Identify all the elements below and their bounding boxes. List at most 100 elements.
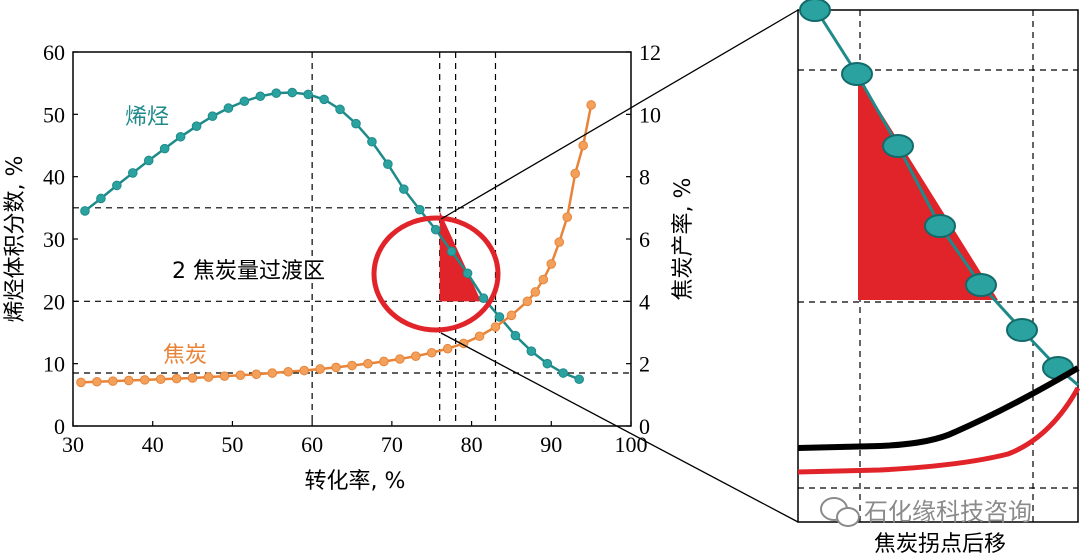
inset-title: 焦炭拐点后移 <box>874 532 1006 557</box>
coke-point <box>474 331 485 342</box>
left-y-tick-label: 30 <box>43 227 65 252</box>
olefin-point <box>112 180 122 191</box>
olefin-point <box>96 193 106 204</box>
olefin-point <box>143 155 154 166</box>
left-y-axis-title: 烯烃体积分数, % <box>3 156 28 323</box>
left-y-tick-label: 20 <box>43 289 65 314</box>
coke-point <box>139 375 150 385</box>
coke-point <box>299 365 309 376</box>
coke-point <box>187 373 198 383</box>
coke-point <box>554 237 565 247</box>
coke-point <box>522 296 533 307</box>
inset-olefin-point <box>1006 318 1038 342</box>
x-axis-title: 转化率, % <box>305 469 406 494</box>
x-tick-label: 40 <box>142 432 164 457</box>
coke-label: 焦炭 <box>163 343 207 368</box>
olefin-point <box>319 94 329 105</box>
zoom-circle <box>371 215 501 333</box>
left-y-tick-label: 50 <box>43 102 65 127</box>
olefin-point <box>430 224 441 235</box>
olefin-point <box>446 246 457 257</box>
olefin-point <box>287 87 298 98</box>
coke-point <box>331 362 341 373</box>
olefin-point <box>159 143 170 154</box>
olefin-point <box>175 131 186 142</box>
coke-point <box>347 360 357 371</box>
transition-zone-label: 2 焦炭量过渡区 <box>172 259 325 284</box>
olefin-point <box>367 136 377 147</box>
coke-point <box>235 370 246 380</box>
left-y-tick-label: 10 <box>43 352 65 377</box>
coke-line <box>80 104 593 384</box>
x-tick-label: 30 <box>62 432 84 457</box>
left-y-axis: 0 10 20 30 40 50 60 <box>43 40 78 439</box>
inset-olefin-point <box>924 214 956 238</box>
inset-olefin-point <box>965 273 997 297</box>
right-y-tick-label: 2 <box>639 352 650 377</box>
olefin-point <box>335 104 345 115</box>
coke-point <box>379 356 389 367</box>
inset-olefin-points <box>799 0 1074 380</box>
coke-point <box>426 347 437 358</box>
olefin-point <box>494 312 505 322</box>
right-y-axis-title: 焦炭产率, % <box>671 178 696 301</box>
olefin-point <box>414 204 425 215</box>
coke-series <box>76 100 596 388</box>
olefin-line <box>84 91 580 381</box>
x-axis: 30 40 50 60 70 80 90 100 <box>62 421 648 457</box>
coke-point <box>395 354 405 364</box>
coke-point <box>442 343 453 354</box>
olefin-point <box>510 330 521 341</box>
right-y-tick-label: 10 <box>639 102 661 127</box>
coke-point <box>562 212 573 222</box>
watermark-text: 石化缘科技咨询 <box>864 498 1032 526</box>
right-y-tick-label: 0 <box>639 414 650 439</box>
olefin-point <box>558 368 569 378</box>
right-y-tick-label: 6 <box>639 227 650 252</box>
transition-zone-fill <box>439 210 482 302</box>
coke-point <box>578 140 588 151</box>
coke-point <box>219 371 230 381</box>
olefin-point <box>462 268 473 279</box>
left-y-tick-label: 40 <box>43 165 65 190</box>
olefin-point <box>127 168 138 178</box>
olefin-point <box>239 96 250 107</box>
coke-point <box>203 372 214 382</box>
watermark: 石化缘科技咨询 <box>820 497 1032 527</box>
olefin-point <box>542 358 553 369</box>
coke-point <box>267 368 278 378</box>
olefin-point <box>303 89 313 100</box>
inset-red-curve <box>797 386 1080 475</box>
olefin-point <box>383 159 393 169</box>
olefin-point <box>526 346 537 357</box>
right-y-tick-label: 8 <box>639 165 650 190</box>
olefin-point <box>255 91 266 102</box>
x-tick-label: 80 <box>461 432 483 457</box>
olefin-point <box>399 184 409 194</box>
olefin-point <box>207 111 218 122</box>
coke-point <box>538 274 549 285</box>
coke-point <box>171 373 182 384</box>
coke-point <box>363 358 373 369</box>
olefin-point <box>574 374 584 385</box>
right-y-tick-label: 4 <box>639 289 650 314</box>
coke-point <box>410 351 421 361</box>
inset-olefin-point <box>799 0 831 22</box>
left-y-tick-label: 0 <box>54 414 65 439</box>
inset-panel: 焦炭拐点后移 <box>797 0 1080 557</box>
right-y-axis: 0 2 4 6 8 10 12 <box>626 40 661 439</box>
x-tick-label: 70 <box>381 432 403 457</box>
coke-point <box>108 376 118 386</box>
coke-point <box>315 364 325 374</box>
coke-point <box>155 374 166 385</box>
main-chart: 30 40 50 60 70 80 90 100 0 10 20 30 40 50 60 0 2 4 6 8 10 1… <box>3 40 696 494</box>
olefin-point <box>191 121 202 131</box>
coke-point <box>586 100 596 110</box>
inset-olefin-point <box>882 134 914 158</box>
wechat-icon <box>820 497 860 527</box>
olefin-series <box>80 87 584 385</box>
olefin-point <box>223 103 234 113</box>
x-tick-label: 90 <box>540 432 562 457</box>
coke-point <box>546 259 557 269</box>
